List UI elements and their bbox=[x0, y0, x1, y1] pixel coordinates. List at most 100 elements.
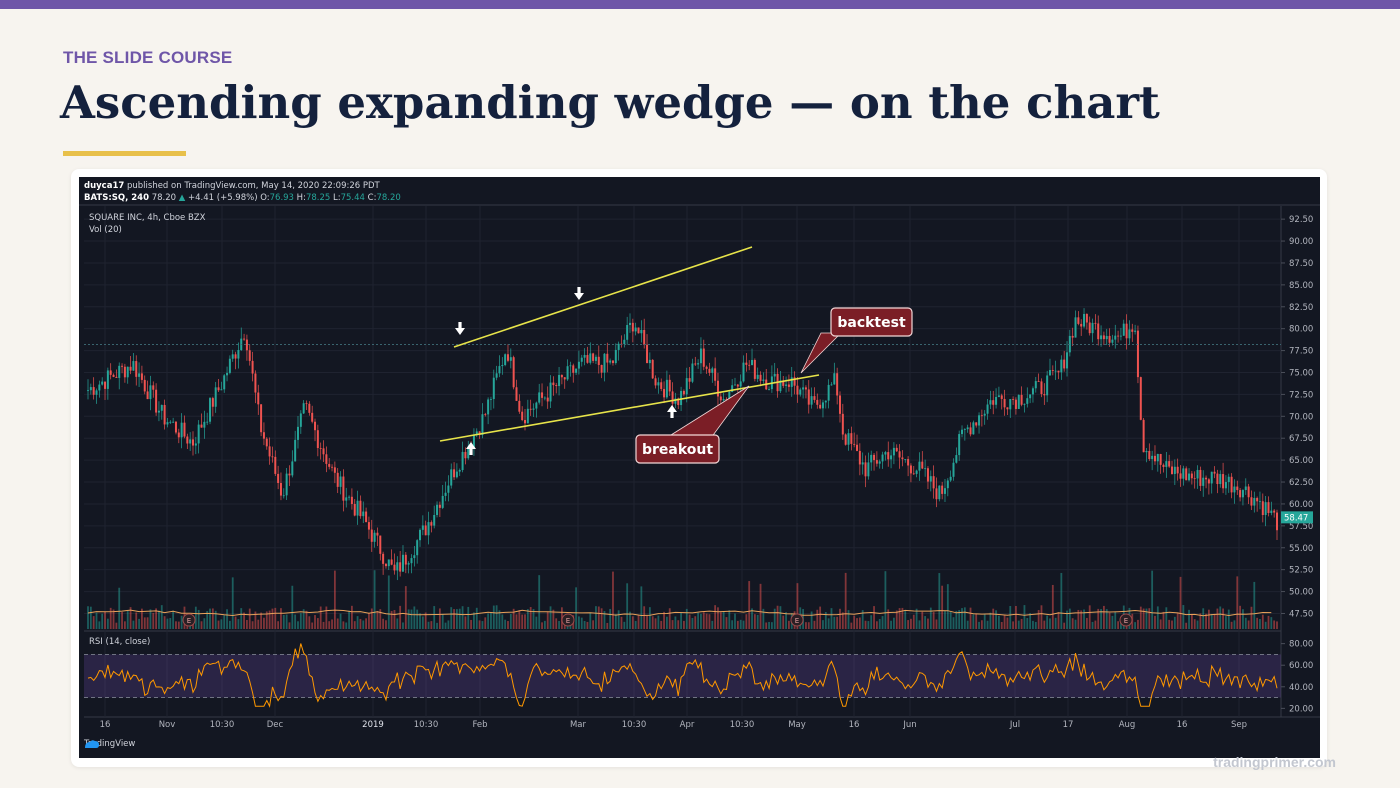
candle-body bbox=[1142, 419, 1145, 453]
time-tick-label: 10:30 bbox=[622, 720, 647, 730]
volume-bar bbox=[146, 617, 149, 629]
volume-bar bbox=[541, 622, 543, 629]
volume-bar bbox=[438, 608, 441, 629]
volume-bar bbox=[507, 621, 509, 629]
volume-bar bbox=[674, 616, 677, 629]
volume-bar bbox=[637, 615, 640, 629]
candle-body bbox=[262, 432, 265, 439]
volume-bar bbox=[753, 614, 756, 629]
candle-body bbox=[844, 434, 847, 445]
candle-body bbox=[481, 414, 484, 435]
candle-body bbox=[506, 354, 509, 361]
volume-bar bbox=[609, 608, 612, 629]
candle-body bbox=[109, 370, 112, 375]
volume-bar bbox=[1171, 620, 1173, 629]
candle-body bbox=[1040, 381, 1043, 395]
candle-body bbox=[813, 396, 816, 400]
candle-body bbox=[552, 382, 555, 386]
volume-bar bbox=[424, 612, 427, 629]
candle-body bbox=[356, 500, 359, 516]
volume-bar bbox=[844, 572, 847, 629]
volume-bar bbox=[1043, 620, 1046, 629]
volume-bar bbox=[558, 621, 560, 629]
rsi-line bbox=[87, 643, 1278, 708]
volume-bar bbox=[257, 619, 260, 629]
open-label: O: bbox=[260, 193, 270, 203]
candle-body bbox=[946, 480, 949, 489]
volume-bar bbox=[197, 609, 200, 629]
candle-body bbox=[322, 448, 325, 455]
candle-body bbox=[186, 436, 189, 444]
candle-body bbox=[1000, 395, 1003, 399]
volume-bar bbox=[333, 570, 336, 629]
volume-bar bbox=[390, 610, 393, 629]
volume-bar bbox=[980, 620, 983, 629]
candle-body bbox=[401, 554, 404, 572]
candle-body bbox=[1276, 512, 1278, 531]
tradingview-brand-name: TradingView bbox=[84, 739, 136, 749]
volume-bar bbox=[603, 611, 606, 629]
low-value: 75.44 bbox=[340, 193, 365, 203]
earnings-marker-label: E bbox=[566, 617, 570, 625]
candle-body bbox=[206, 421, 209, 423]
candle-body bbox=[316, 430, 319, 449]
candle-body bbox=[98, 384, 101, 391]
volume-bar bbox=[166, 618, 169, 629]
candle-body bbox=[450, 469, 453, 486]
volume-bar bbox=[805, 622, 807, 629]
candle-body bbox=[138, 373, 141, 377]
volume-bar bbox=[1083, 609, 1085, 629]
volume-bar bbox=[929, 607, 932, 629]
volume-bar bbox=[410, 609, 413, 629]
volume-bar bbox=[1264, 621, 1267, 629]
volume-bar bbox=[299, 613, 302, 629]
candle-body bbox=[759, 374, 762, 381]
volume-bar bbox=[1134, 622, 1137, 629]
volume-bar bbox=[504, 619, 507, 629]
candle-body bbox=[447, 485, 450, 493]
candle-body bbox=[1006, 407, 1009, 410]
candle-body bbox=[1222, 474, 1225, 489]
candle-body bbox=[753, 359, 756, 379]
volume-bar bbox=[402, 622, 404, 629]
volume-bar bbox=[220, 619, 223, 629]
volume-bar bbox=[915, 608, 918, 629]
candle-body bbox=[524, 420, 527, 424]
volume-bar bbox=[461, 606, 464, 629]
candle-body bbox=[163, 404, 166, 425]
volume-bar bbox=[717, 607, 719, 629]
candle-body bbox=[921, 461, 924, 469]
publish-line: duyca17 published on TradingView.com, Ma… bbox=[84, 181, 380, 191]
candle-body bbox=[807, 389, 810, 405]
volume-bar bbox=[677, 620, 680, 629]
volume-bar bbox=[986, 620, 989, 629]
volume-bar bbox=[719, 612, 722, 629]
candle-body bbox=[226, 372, 229, 376]
candle-body bbox=[648, 359, 651, 364]
candle-body bbox=[833, 373, 836, 385]
volume-bar bbox=[280, 608, 282, 629]
volume-bar bbox=[271, 608, 274, 629]
candle-body bbox=[708, 368, 711, 373]
volume-bar bbox=[836, 616, 839, 629]
candle-body bbox=[643, 330, 646, 345]
candle-body bbox=[1253, 497, 1256, 506]
candle-body bbox=[1216, 473, 1219, 485]
candle-body bbox=[271, 456, 274, 458]
candle-body bbox=[529, 408, 532, 410]
candle-body bbox=[705, 366, 708, 369]
volume-bar bbox=[634, 620, 637, 629]
candle-body bbox=[1156, 454, 1159, 462]
volume-bar bbox=[978, 621, 980, 629]
candle-body bbox=[1009, 399, 1012, 410]
candle-body bbox=[1213, 471, 1216, 474]
candle-body bbox=[663, 388, 666, 398]
candle-body bbox=[699, 348, 702, 364]
volume-bar bbox=[226, 609, 228, 629]
candle-body bbox=[543, 397, 546, 399]
candle-body bbox=[1117, 335, 1120, 337]
candle-body bbox=[1171, 466, 1174, 474]
volume-bar bbox=[1162, 611, 1165, 629]
candle-body bbox=[95, 390, 98, 395]
volume-bar bbox=[941, 585, 944, 629]
